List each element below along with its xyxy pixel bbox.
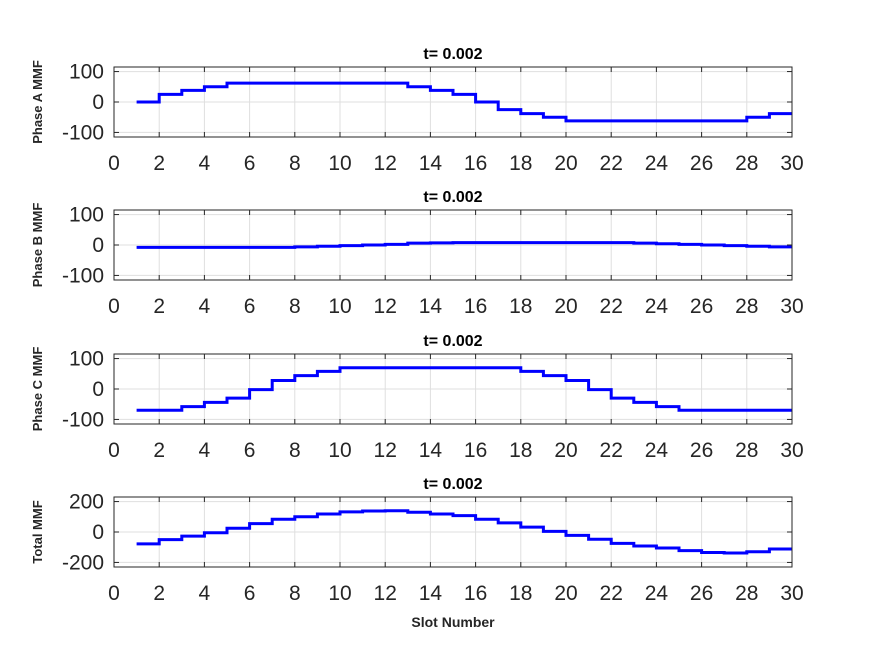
x-tick-label: 4 (199, 439, 211, 462)
y-tick-label: 200 (69, 491, 104, 514)
x-tick-label: 22 (600, 295, 623, 318)
x-tick-label: 14 (419, 152, 443, 175)
subplot-title: t= 0.002 (423, 476, 482, 493)
y-tick-label: 0 (92, 234, 104, 257)
y-tick-label: 100 (69, 61, 104, 84)
x-tick-label: 30 (780, 439, 803, 462)
x-tick-label: 16 (464, 295, 487, 318)
x-tick-label: 2 (153, 152, 165, 175)
x-tick-label: 26 (690, 152, 713, 175)
x-tick-label: 18 (509, 439, 532, 462)
x-tick-label: 2 (153, 295, 165, 318)
series-line (136, 509, 792, 555)
x-tick-label: 0 (108, 295, 120, 318)
x-tick-label: 6 (244, 152, 256, 175)
x-tick-label: 22 (600, 582, 623, 605)
x-tick-label: 4 (199, 295, 211, 318)
x-tick-label: 20 (554, 152, 577, 175)
x-axis-label: Slot Number (411, 614, 495, 630)
x-tick-label: 20 (554, 582, 577, 605)
y-tick-label: 100 (69, 348, 104, 371)
x-tick-label: 16 (464, 439, 487, 462)
x-tick-label: 22 (600, 152, 623, 175)
x-tick-label: 24 (645, 439, 669, 462)
y-axis-label: Total MMF (30, 500, 45, 563)
x-tick-label: 28 (735, 582, 758, 605)
x-tick-label: 20 (554, 439, 577, 462)
x-tick-label: 22 (600, 439, 623, 462)
x-tick-label: 0 (108, 582, 120, 605)
x-tick-label: 20 (554, 295, 577, 318)
x-tick-label: 8 (289, 439, 301, 462)
x-tick-label: 2 (153, 439, 165, 462)
y-tick-label: 0 (92, 521, 104, 544)
y-axis-label: Phase C MMF (30, 347, 45, 432)
x-tick-label: 4 (199, 582, 211, 605)
y-axis-label: Phase B MMF (30, 203, 45, 288)
x-tick-label: 26 (690, 295, 713, 318)
x-tick-label: 16 (464, 582, 487, 605)
y-tick-label: 0 (92, 91, 104, 114)
x-tick-label: 6 (244, 582, 256, 605)
x-tick-label: 30 (780, 295, 803, 318)
x-tick-label: 8 (289, 582, 301, 605)
x-tick-label: 4 (199, 152, 211, 175)
series-line (136, 81, 792, 123)
y-tick-label: -100 (62, 408, 104, 431)
x-tick-label: 30 (780, 582, 803, 605)
x-tick-label: 12 (374, 439, 397, 462)
x-tick-label: 18 (509, 582, 532, 605)
x-tick-label: 6 (244, 295, 256, 318)
x-tick-label: 12 (374, 295, 397, 318)
y-tick-label: 0 (92, 378, 104, 401)
x-tick-label: 26 (690, 439, 713, 462)
x-tick-label: 14 (419, 439, 443, 462)
x-tick-label: 28 (735, 295, 758, 318)
x-tick-label: 12 (374, 152, 397, 175)
x-tick-label: 18 (509, 295, 532, 318)
x-tick-label: 14 (419, 295, 443, 318)
x-tick-label: 24 (645, 295, 669, 318)
subplot-title: t= 0.002 (423, 333, 482, 350)
x-tick-label: 8 (289, 295, 301, 318)
x-tick-label: 14 (419, 582, 443, 605)
series-line (136, 241, 792, 249)
x-tick-label: 18 (509, 152, 532, 175)
x-tick-label: 28 (735, 152, 758, 175)
x-tick-label: 10 (328, 439, 351, 462)
x-tick-label: 12 (374, 582, 397, 605)
x-tick-label: 24 (645, 152, 669, 175)
x-tick-label: 10 (328, 152, 351, 175)
x-tick-label: 10 (328, 582, 351, 605)
y-axis-label: Phase A MMF (30, 60, 45, 144)
y-tick-label: 100 (69, 204, 104, 227)
y-tick-label: -100 (62, 121, 104, 144)
x-tick-label: 28 (735, 439, 758, 462)
y-tick-label: -200 (62, 551, 104, 574)
x-tick-label: 16 (464, 152, 487, 175)
x-tick-label: 2 (153, 582, 165, 605)
subplot-title: t= 0.002 (423, 189, 482, 206)
x-tick-label: 0 (108, 152, 120, 175)
y-tick-label: -100 (62, 264, 104, 287)
subplot-title: t= 0.002 (423, 46, 482, 63)
x-tick-label: 6 (244, 439, 256, 462)
x-tick-label: 8 (289, 152, 301, 175)
series-line (136, 366, 792, 412)
x-tick-label: 0 (108, 439, 120, 462)
x-tick-label: 30 (780, 152, 803, 175)
x-tick-label: 24 (645, 582, 669, 605)
x-tick-label: 10 (328, 295, 351, 318)
x-tick-label: 26 (690, 582, 713, 605)
